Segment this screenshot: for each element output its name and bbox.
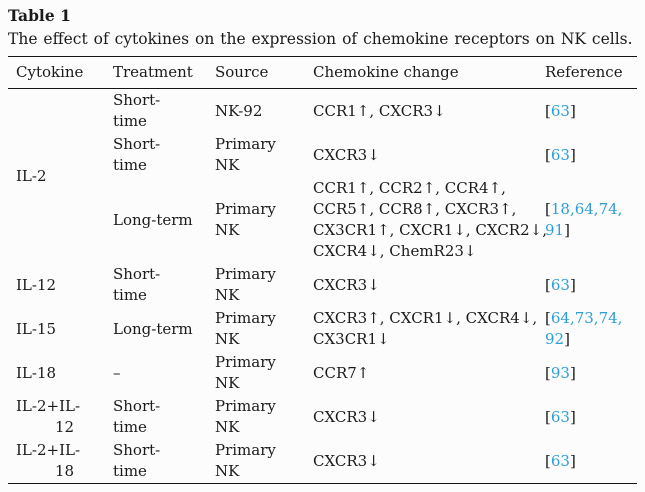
cell-source: Primary NK (215, 265, 276, 304)
table-row: IL-12 Short- time Primary NK CXCR3↓ [63] (8, 263, 637, 307)
cell-reference: [63] (545, 263, 637, 307)
citation-link[interactable]: 93 (550, 363, 570, 382)
cell-cytokine: IL-18 (16, 363, 57, 382)
table-row: IL-18 – Primary NK CCR7↑ [93] (8, 351, 637, 395)
table-row: IL-2+IL- 18 Short- time Primary NK CXCR3↓… (8, 439, 637, 484)
table-row: IL-2 Short- time NK-92 CCR1↑, CXCR3↓ [63… (8, 89, 637, 185)
cell-chemokine-change: CXCR3↓ (313, 407, 380, 426)
cell-source: Primary NK (215, 441, 276, 480)
cell-cytokine: IL-2+IL- 18 (16, 441, 81, 480)
citation-bracket-open: [ (545, 363, 551, 382)
cell-chemokine-change: CXCR3↓ (313, 145, 380, 164)
citation-bracket-open: [ (545, 145, 551, 164)
citation-link[interactable]: 63 (550, 407, 570, 426)
citation-link[interactable]: 64,73,74, 92 (545, 309, 623, 348)
cell-cytokine: IL-12 (16, 275, 57, 294)
cell-chemokine-change: CXCR3↑, CXCR1↓, CXCR4↓, CX3CR1↓ (313, 309, 538, 348)
cell-source: Primary NK (215, 309, 276, 348)
citation-bracket-open: [ (545, 101, 551, 120)
citation-link[interactable]: 18,64,74, 91 (545, 200, 623, 239)
citation-bracket-open: [ (545, 200, 551, 218)
cytokine-chemokine-table: Cytokine Treatment Source Chemokine chan… (8, 56, 637, 484)
cell-reference: [63] (545, 133, 637, 177)
citation-bracket-open: [ (545, 309, 551, 327)
citation-link[interactable]: 63 (550, 145, 570, 164)
citation-link[interactable]: 63 (550, 451, 570, 470)
citation-bracket-open: [ (545, 451, 551, 470)
citation-bracket-close: ] (564, 330, 570, 348)
citation-bracket-open: [ (545, 275, 551, 294)
citation-bracket-close: ] (569, 275, 576, 294)
cell-reference: [18,64,74, 91] (545, 177, 637, 263)
cell-chemokine-change: CXCR3↓ (313, 451, 380, 470)
cell-reference: [64,73,74, 92] (545, 307, 637, 351)
cell-reference: [63] (545, 89, 637, 134)
cell-source: Primary NK (215, 135, 276, 174)
col-header-source: Source (215, 56, 313, 89)
cell-chemokine-change: CCR7↑ (313, 363, 370, 382)
cell-cytokine: IL-2+IL- 12 (16, 397, 81, 436)
citation-bracket-close: ] (569, 363, 576, 382)
cell-treatment: Short- time (113, 135, 161, 174)
cell-treatment: Long-term (113, 210, 193, 229)
cell-source: Primary NK (215, 200, 276, 239)
col-header-chemokine-change: Chemokine change (313, 56, 545, 89)
citation-link[interactable]: 63 (550, 275, 570, 294)
cell-source: Primary NK (215, 353, 276, 392)
table-caption: The effect of cytokines on the expressio… (8, 30, 633, 48)
col-header-treatment: Treatment (113, 56, 215, 89)
cell-treatment: Short- time (113, 397, 161, 436)
citation-link[interactable]: 63 (550, 101, 570, 120)
cell-chemokine-change: CCR1↑, CCR2↑, CCR4↑, CCR5↑, CCR8↑, CXCR3… (313, 179, 547, 260)
table-row: Long-term Primary NK CCR1↑, CCR2↑, CCR4↑… (8, 177, 637, 263)
citation-bracket-close: ] (569, 407, 576, 426)
cell-treatment: Short- time (113, 91, 161, 130)
cell-cytokine: IL-15 (16, 319, 57, 338)
cell-treatment: Long-term (113, 319, 193, 338)
cell-reference: [63] (545, 439, 637, 484)
citation-bracket-close: ] (564, 221, 570, 239)
table-row: IL-15 Long-term Primary NK CXCR3↑, CXCR1… (8, 307, 637, 351)
citation-bracket-open: [ (545, 407, 551, 426)
cell-chemokine-change: CXCR3↓ (313, 275, 380, 294)
cell-reference: [93] (545, 351, 637, 395)
col-header-cytokine: Cytokine (8, 56, 113, 89)
citation-bracket-close: ] (569, 451, 576, 470)
table-row: IL-2+IL- 12 Short- time Primary NK CXCR3↓… (8, 395, 637, 439)
cell-treatment: – (113, 363, 121, 382)
table-label: Table 1 (8, 6, 71, 25)
cell-chemokine-change: CCR1↑, CXCR3↓ (313, 101, 446, 120)
header-row: Cytokine Treatment Source Chemokine chan… (8, 56, 637, 89)
col-header-reference: Reference (545, 56, 637, 89)
cell-reference: [63] (545, 395, 637, 439)
table-row: Short- time Primary NK CXCR3↓ [63] (8, 133, 637, 177)
cell-treatment: Short- time (113, 441, 161, 480)
cell-treatment: Short- time (113, 265, 161, 304)
cell-source: NK-92 (215, 101, 263, 120)
citation-bracket-close: ] (569, 101, 576, 120)
citation-bracket-close: ] (569, 145, 576, 164)
cell-source: Primary NK (215, 397, 276, 436)
cell-cytokine: IL-2 (16, 166, 47, 185)
